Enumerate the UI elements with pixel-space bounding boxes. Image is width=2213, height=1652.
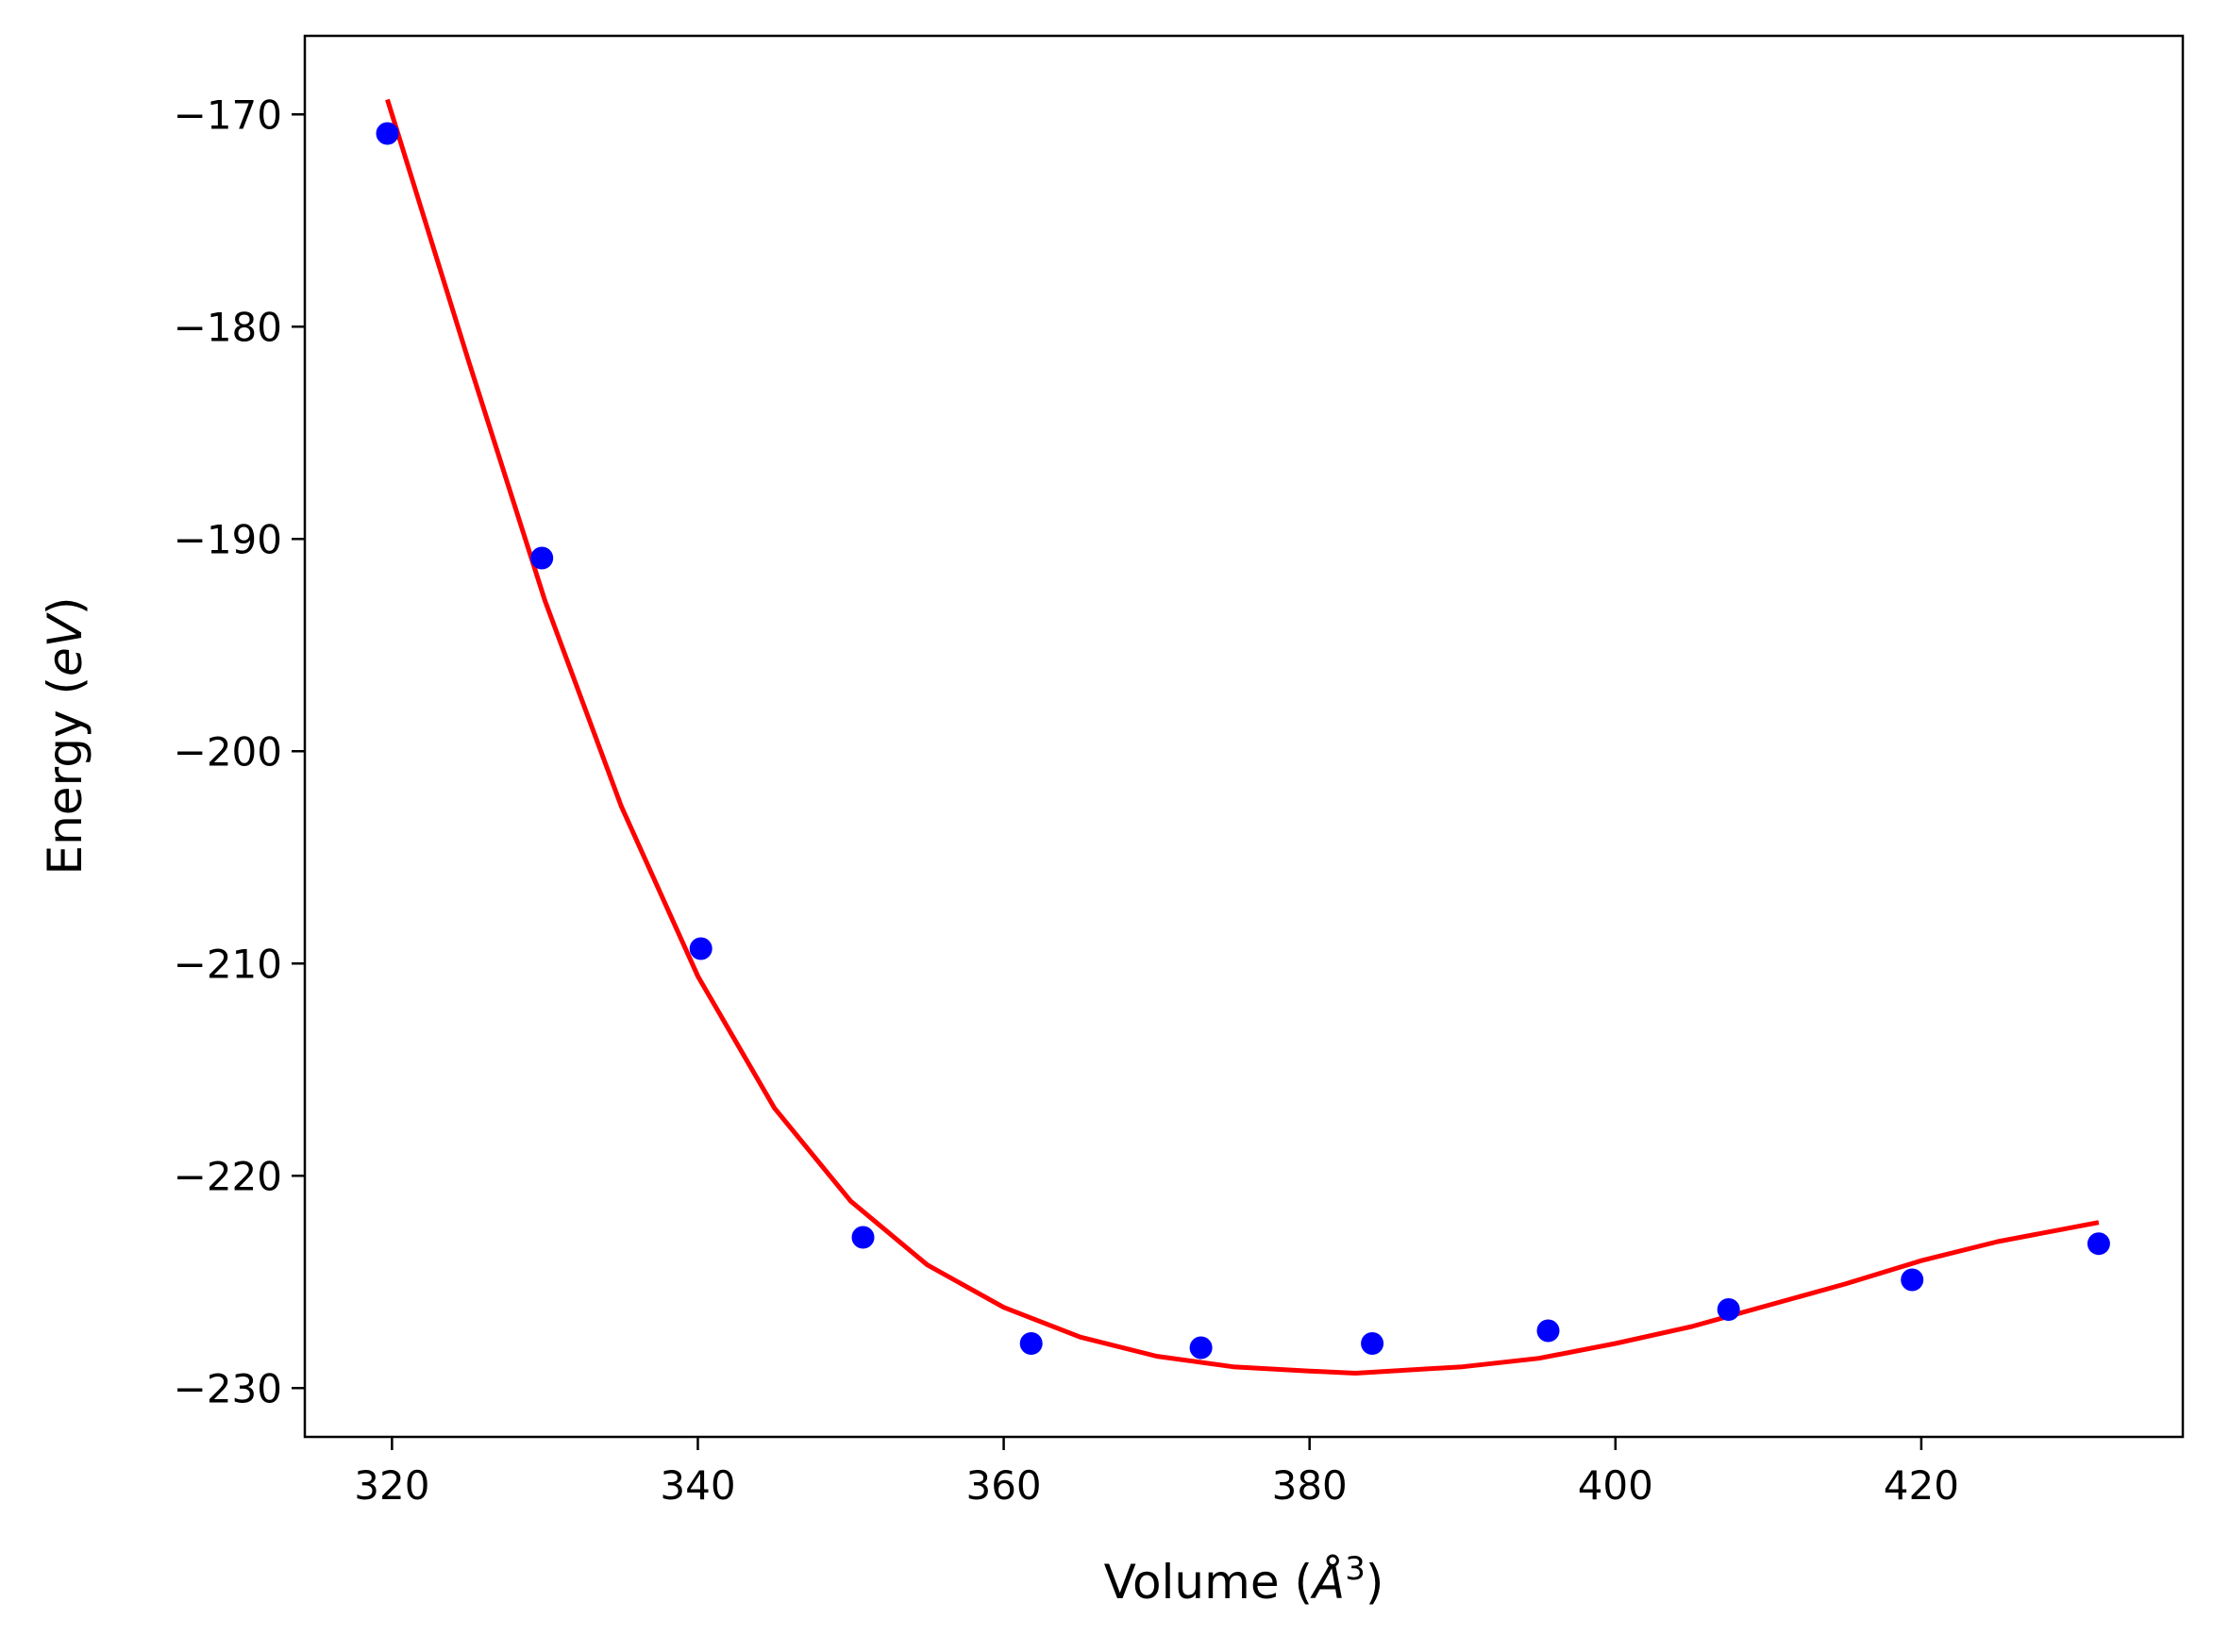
data-point-5	[1019, 1332, 1043, 1355]
y-tick-label: −210	[174, 941, 282, 987]
fit-curve-line	[385, 98, 2100, 1376]
y-tick-label: −180	[174, 304, 282, 350]
data-point-9	[1717, 1298, 1740, 1321]
x-axis-label-suffix: )	[1366, 1555, 1384, 1610]
data-point-11	[2087, 1232, 2110, 1256]
y-axis-label-suffix: )	[38, 597, 92, 616]
y-axis-ticks: −170 −180 −190 −200 −210 −220 −230	[174, 92, 305, 1411]
y-tick-label: −220	[174, 1153, 282, 1199]
data-point-2	[530, 546, 554, 570]
y-tick-label: −170	[174, 92, 282, 138]
y-tick-label: −200	[174, 728, 282, 775]
y-tick-label: −190	[174, 516, 282, 562]
x-axis-ticks: 320 340 360 380 400 420	[354, 1437, 1959, 1509]
x-axis-label: Volume (Å3)	[1104, 1550, 1384, 1610]
y-axis-label-prefix: Energy (	[38, 676, 92, 875]
y-axis-label: Energy (eV)	[38, 597, 92, 876]
x-tick-label: 320	[354, 1462, 429, 1509]
data-point-7	[1361, 1332, 1384, 1355]
x-tick-label: 340	[660, 1462, 735, 1509]
plot-frame	[303, 34, 2185, 1439]
x-axis-label-unit: Å	[1310, 1555, 1345, 1610]
x-axis-label-prefix: Volume (	[1104, 1555, 1313, 1610]
data-point-6	[1189, 1336, 1213, 1360]
x-tick-label: 420	[1884, 1462, 1959, 1509]
data-point-4	[851, 1226, 875, 1249]
x-tick-label: 360	[965, 1462, 1041, 1509]
data-point-1	[376, 122, 399, 145]
scatter-points-layer	[376, 122, 2110, 1360]
y-axis-label-unit: eV	[38, 611, 92, 676]
x-tick-label: 400	[1578, 1462, 1653, 1509]
x-tick-label: 380	[1272, 1462, 1348, 1509]
data-point-3	[689, 937, 713, 960]
y-tick-label: −230	[174, 1365, 282, 1411]
data-point-8	[1536, 1319, 1560, 1343]
x-axis-label-exponent: 3	[1345, 1550, 1366, 1588]
data-point-10	[1901, 1268, 1924, 1292]
fit-curve-layer	[385, 98, 2100, 1376]
